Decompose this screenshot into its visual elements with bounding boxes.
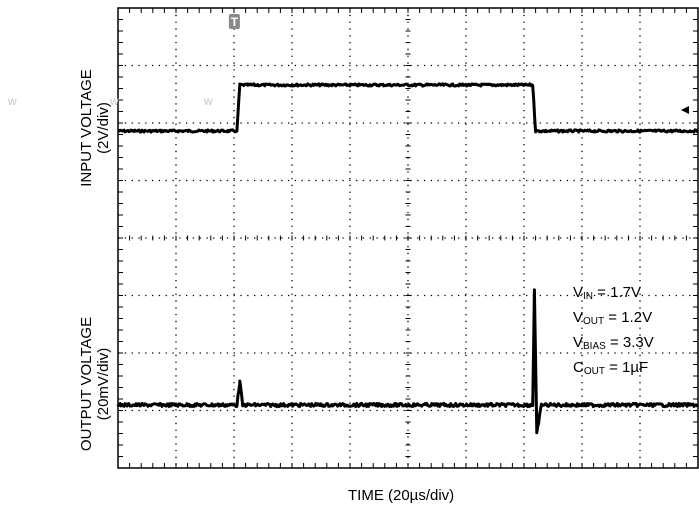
condition-vbias: VBIAS = 3.3V: [573, 334, 654, 352]
trigger-marker-label: T: [231, 15, 239, 29]
condition-cout: COUT = 1µF: [573, 359, 649, 377]
input-voltage-trace: [117, 82, 699, 134]
output-voltage-axis-label: OUTPUT VOLTAGE (20mV/div): [78, 316, 112, 452]
watermark-glyph: w: [8, 94, 17, 108]
test-conditions: VIN = 1.7V VOUT = 1.2V VBIAS = 3.3V COUT…: [573, 282, 654, 382]
watermark-glyph: w: [110, 94, 119, 108]
condition-vin: VIN = 1.7V: [573, 284, 641, 302]
output-voltage-trace: [116, 288, 699, 435]
watermark-glyph: w: [204, 94, 213, 108]
time-axis-label: TIME (20µs/div): [348, 487, 455, 504]
input-voltage-axis-label: INPUT VOLTAGE (2V/div): [78, 69, 112, 187]
level-arrow-icon: [681, 106, 689, 114]
condition-vout: VOUT = 1.2V: [573, 309, 653, 327]
trigger-marker-icon: [228, 14, 240, 29]
